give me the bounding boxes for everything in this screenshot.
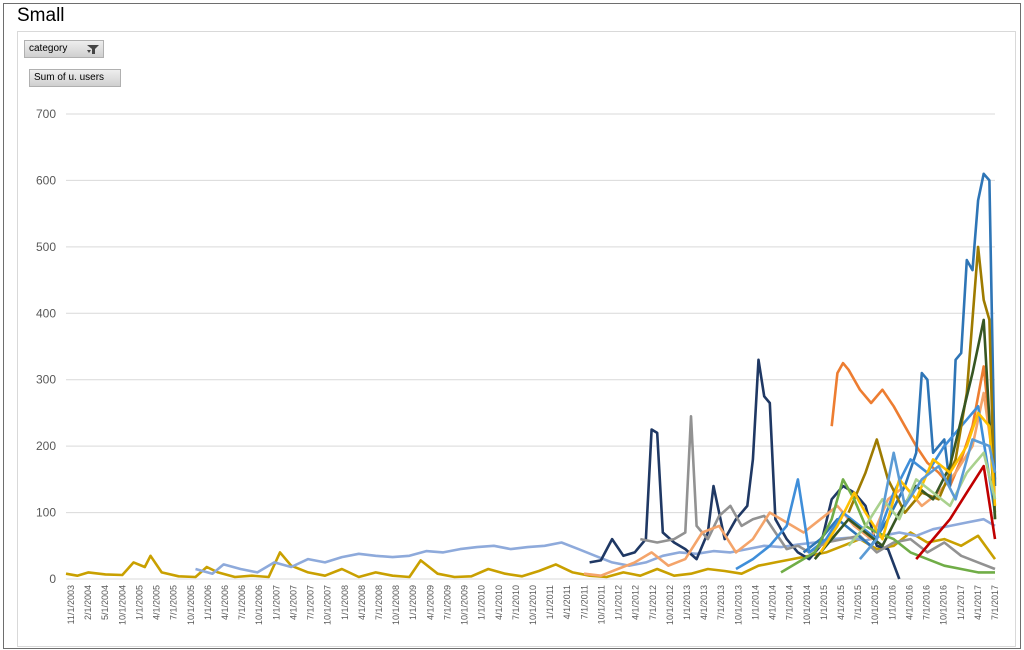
- x-tick-label: 7/1/2010: [511, 585, 521, 620]
- series-line: [819, 411, 997, 554]
- x-tick-label: 1/1/2010: [477, 585, 487, 620]
- x-tick-label: 1/1/2008: [340, 585, 350, 620]
- filter-icon: [87, 45, 99, 54]
- y-tick-label: 500: [36, 240, 56, 254]
- x-tick-label: 4/1/2016: [904, 585, 914, 620]
- series-line: [65, 531, 997, 579]
- x-tick-label: 10/1/2011: [596, 585, 606, 624]
- series-line: [640, 415, 996, 571]
- series-line: [915, 464, 997, 560]
- x-tick-label: 4/1/2009: [425, 585, 435, 620]
- x-tick-label: 7/1/2009: [442, 585, 452, 620]
- x-tick-label: 7/1/2006: [237, 585, 247, 620]
- x-tick-label: 4/1/2012: [631, 585, 641, 620]
- x-tick-label: 4/1/2007: [288, 585, 298, 620]
- x-tick-label: 1/1/2017: [956, 585, 966, 620]
- x-tick-label: 10/1/2010: [528, 585, 538, 625]
- x-tick-label: 7/1/2014: [785, 585, 795, 620]
- x-tick-label: 4/1/2014: [768, 585, 778, 620]
- x-tick-label: 4/1/2006: [220, 585, 230, 620]
- value-field-button[interactable]: Sum of u. users: [29, 69, 121, 87]
- x-tick-label: 4/1/2017: [973, 585, 983, 620]
- series-line: [858, 438, 997, 560]
- x-tick-label: 7/1/2008: [374, 585, 384, 620]
- x-tick-label: 4/1/2005: [152, 585, 162, 620]
- y-tick-label: 100: [36, 506, 56, 520]
- x-tick-label: 7/1/2005: [169, 585, 179, 620]
- x-tick-label: 4/1/2013: [699, 585, 709, 620]
- x-tick-label: 1/1/2011: [545, 585, 555, 619]
- x-tick-label: 7/1/2012: [648, 585, 658, 620]
- x-tick-label: 4/1/2011: [562, 585, 572, 619]
- value-field-label: Sum of u. users: [34, 72, 105, 83]
- x-tick-label: 1/1/2015: [819, 585, 829, 620]
- x-tick-label: 4/1/2008: [357, 585, 367, 620]
- x-tick-label: 10/1/2012: [665, 585, 675, 625]
- x-tick-label: 10/1/2007: [323, 585, 333, 625]
- x-tick-label: 7/1/2011: [579, 585, 589, 619]
- y-tick-label: 200: [36, 439, 56, 453]
- y-tick-label: 600: [36, 173, 56, 187]
- x-tick-label: 4/1/2015: [836, 585, 846, 620]
- x-tick-label: 1/1/2009: [408, 585, 418, 620]
- x-tick-label: 10/1/2004: [117, 585, 127, 625]
- x-tick-label: 10/1/2014: [802, 585, 812, 625]
- x-tick-label: 7/1/2013: [716, 585, 726, 620]
- x-tick-label: 11/1/2003: [66, 585, 76, 624]
- series-line: [802, 172, 997, 554]
- x-tick-label: 10/1/2013: [733, 585, 743, 625]
- x-tick-label: 1/1/2005: [134, 585, 144, 620]
- x-tick-label: 2/1/2004: [83, 585, 93, 620]
- x-tick-label: 1/1/2016: [887, 585, 897, 620]
- series-line: [847, 451, 997, 547]
- x-tick-label: 7/1/2007: [306, 585, 316, 620]
- window-frame: [3, 3, 1021, 649]
- y-tick-label: 700: [36, 107, 56, 121]
- x-tick-label: 5/1/2004: [100, 585, 110, 620]
- y-tick-label: 0: [49, 572, 56, 586]
- series-line: [735, 405, 997, 571]
- x-tick-label: 10/1/2006: [254, 585, 264, 625]
- y-tick-label: 300: [36, 373, 56, 387]
- category-filter-label: category: [29, 43, 68, 54]
- x-tick-label: 7/1/2016: [922, 585, 932, 620]
- x-tick-label: 10/1/2008: [391, 585, 401, 625]
- category-filter-button[interactable]: category: [24, 40, 104, 58]
- x-tick-label: 1/1/2013: [682, 585, 692, 620]
- x-tick-label: 7/1/2015: [853, 585, 863, 620]
- x-tick-label: 7/1/2017: [990, 585, 1000, 620]
- y-tick-label: 400: [36, 306, 56, 320]
- page-title: Small: [17, 5, 65, 26]
- x-tick-label: 1/1/2007: [271, 585, 281, 620]
- x-tick-label: 10/1/2005: [186, 585, 196, 625]
- x-tick-label: 10/1/2015: [870, 585, 880, 625]
- series-line: [847, 245, 997, 520]
- x-tick-label: 4/1/2010: [494, 585, 504, 620]
- x-tick-label: 10/1/2016: [939, 585, 949, 625]
- x-tick-label: 1/1/2006: [203, 585, 213, 620]
- x-tick-label: 10/1/2009: [460, 585, 470, 625]
- x-tick-label: 1/1/2012: [614, 585, 624, 620]
- x-tick-label: 1/1/2014: [750, 585, 760, 620]
